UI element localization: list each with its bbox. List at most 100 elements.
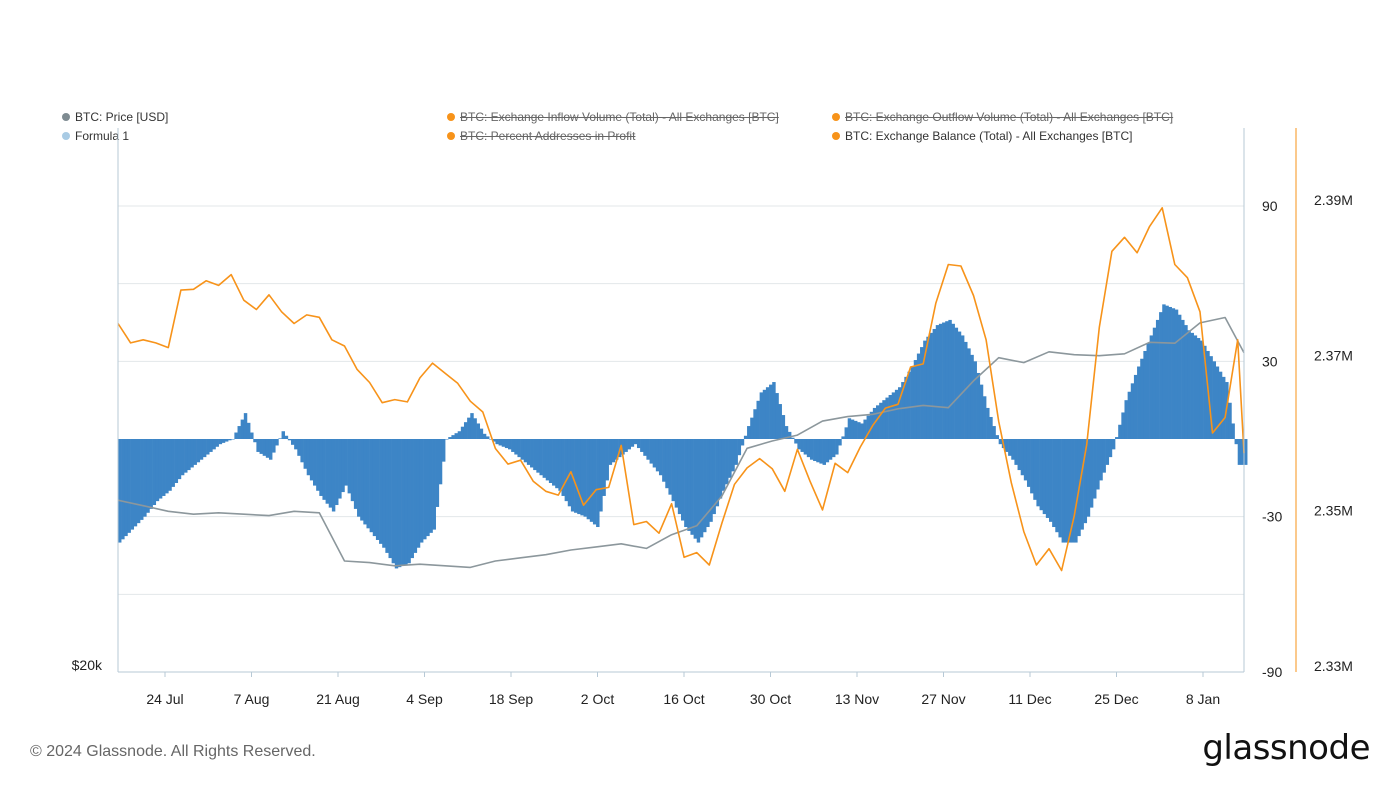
formula-1-bar bbox=[350, 439, 355, 502]
formula-1-bar bbox=[136, 439, 141, 524]
formula-1-bar bbox=[294, 439, 298, 450]
x-tick-label: 11 Dec bbox=[1008, 691, 1051, 707]
formula-1-bar bbox=[338, 439, 342, 499]
formula-1-bar bbox=[162, 439, 166, 496]
formula-1-bar bbox=[913, 360, 918, 439]
formula-1-bar bbox=[681, 439, 685, 521]
formula-1-bar bbox=[1143, 350, 1147, 439]
formula-1-bar bbox=[655, 439, 660, 472]
formula-1-bar bbox=[303, 439, 308, 469]
formula-1-bar bbox=[508, 439, 512, 450]
legend-item-outflow[interactable]: BTC: Exchange Outflow Volume (Total) - A… bbox=[832, 110, 1173, 124]
formula-1-bar bbox=[643, 439, 647, 456]
formula-1-bar bbox=[155, 439, 160, 502]
formula-1-bar bbox=[982, 396, 987, 439]
formula-1-bar bbox=[369, 439, 374, 533]
formula-1-bar bbox=[1074, 439, 1078, 543]
formula-1-bar bbox=[734, 439, 738, 465]
formula-1-bar bbox=[876, 405, 880, 439]
formula-1-bar bbox=[1155, 319, 1160, 439]
formula-1-bar bbox=[1121, 412, 1125, 439]
formula-1-bars bbox=[118, 304, 1248, 569]
formula-1-bar bbox=[882, 400, 886, 439]
formula-1-bar bbox=[300, 439, 304, 463]
formula-1-bar bbox=[1196, 338, 1201, 439]
formula-1-bar bbox=[344, 439, 348, 486]
formula-1-bar bbox=[1137, 366, 1141, 439]
formula-1-bar bbox=[822, 439, 826, 465]
formula-1-bar bbox=[627, 439, 631, 450]
formula-1-bar bbox=[313, 439, 317, 486]
formula-1-bar bbox=[165, 439, 169, 494]
formula-1-bar bbox=[813, 439, 817, 462]
formula-1-bar bbox=[1014, 439, 1018, 465]
formula-1-bar bbox=[885, 397, 889, 439]
formula-1-bar bbox=[180, 439, 185, 476]
formula-1-bar bbox=[1127, 391, 1132, 439]
formula-1-bar bbox=[382, 439, 386, 548]
formula-1-bar bbox=[504, 439, 509, 449]
formula-1-bar bbox=[737, 439, 742, 456]
balance-axis-label: 2.37M bbox=[1314, 347, 1353, 363]
formula-1-bar bbox=[1115, 437, 1119, 439]
legend-label: BTC: Price [USD] bbox=[75, 110, 169, 124]
formula-1-bar bbox=[756, 400, 760, 439]
legend-dot bbox=[62, 132, 70, 140]
formula-1-bar bbox=[633, 439, 638, 445]
balance-axis-label: 2.33M bbox=[1314, 658, 1353, 674]
formula-1-bar bbox=[1240, 439, 1245, 465]
formula-1-bar bbox=[1011, 439, 1015, 460]
formula-1-bar bbox=[847, 418, 852, 439]
formula-1-bar bbox=[608, 439, 613, 465]
formula-1-bar bbox=[828, 439, 833, 460]
formula-1-bar bbox=[1221, 376, 1226, 439]
line-series bbox=[117, 207, 1245, 572]
formula-1-bar bbox=[954, 327, 959, 439]
formula-1-bar bbox=[143, 439, 147, 517]
formula-1-bar bbox=[1212, 361, 1216, 439]
tick-labels: 24 Jul 7 Aug 21 Aug 4 Sep 18 Sep 2 Oct 16 Oct 3… bbox=[72, 192, 1353, 707]
formula-1-bar bbox=[665, 439, 669, 489]
formula-1-bar bbox=[605, 439, 609, 481]
formula-1-bar bbox=[699, 439, 704, 538]
formula-1-bar bbox=[1162, 304, 1166, 439]
formula-1-bar bbox=[319, 439, 323, 496]
formula-1-bar bbox=[803, 439, 808, 455]
legend-label: BTC: Exchange Balance (Total) - All Exch… bbox=[845, 129, 1133, 143]
formula-1-bar bbox=[174, 439, 179, 484]
formula-1-bar bbox=[668, 439, 672, 495]
formula-1-bar bbox=[916, 353, 921, 439]
formula-1-bar bbox=[863, 419, 867, 439]
formula-1-bar bbox=[152, 439, 157, 506]
legend-item-inflow[interactable]: BTC: Exchange Inflow Volume (Total) - Al… bbox=[447, 110, 779, 124]
formula-1-bar bbox=[740, 439, 745, 446]
legend-item-exchange-balance[interactable]: BTC: Exchange Balance (Total) - All Exch… bbox=[832, 129, 1132, 143]
formula-1-bar bbox=[1036, 439, 1040, 507]
legend-item-addresses-profit[interactable]: BTC: Percent Addresses in Profit bbox=[447, 129, 635, 143]
legend-item-btc-price[interactable]: BTC: Price [USD] bbox=[62, 110, 168, 124]
formula-1-bar bbox=[561, 439, 565, 496]
formula-1-bar bbox=[1017, 439, 1021, 471]
formula-1-bar bbox=[1064, 439, 1069, 543]
formula-1-bar bbox=[454, 433, 458, 439]
formula-1-bar bbox=[728, 439, 732, 478]
formula-1-bar bbox=[929, 332, 933, 439]
formula-1-bar bbox=[690, 439, 694, 535]
formula-1-bar bbox=[262, 439, 267, 456]
formula-1-bar bbox=[806, 439, 811, 458]
glassnode-logo[interactable]: glassnode bbox=[1202, 728, 1370, 768]
formula-1-bar bbox=[907, 371, 911, 439]
formula-1-bar bbox=[187, 439, 191, 471]
formula-1-bar bbox=[533, 439, 537, 471]
formula-axis-label: -30 bbox=[1262, 509, 1282, 525]
x-tick-label: 13 Nov bbox=[835, 691, 879, 707]
formula-1-bar bbox=[1080, 439, 1084, 530]
legend-label: BTC: Exchange Inflow Volume (Total) - Al… bbox=[460, 110, 779, 124]
formula-1-bar bbox=[127, 439, 131, 533]
formula-1-bar bbox=[819, 439, 823, 464]
formula-1-bar bbox=[938, 323, 943, 439]
legend-dot bbox=[447, 113, 455, 121]
legend-item-formula-1[interactable]: Formula 1 bbox=[62, 129, 129, 143]
formula-1-bar bbox=[212, 439, 216, 450]
